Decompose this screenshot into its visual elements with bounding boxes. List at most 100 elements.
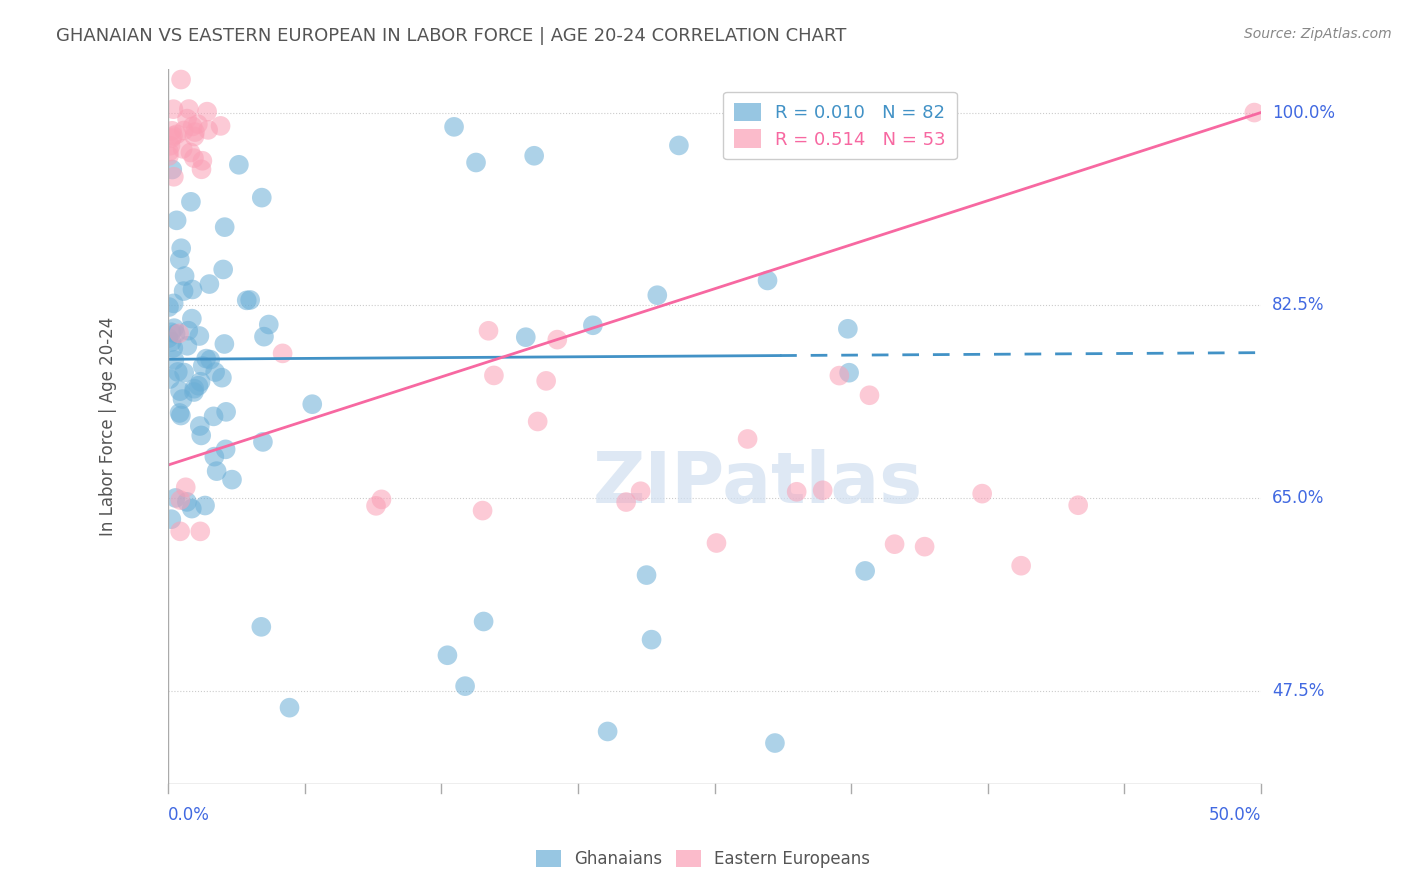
Point: [173, 268, 195, 283]
Point: [364, 499, 387, 513]
Point: [252, 434, 274, 449]
Point: [160, 131, 183, 145]
Point: [176, 339, 198, 353]
Text: 50.0%: 50.0%: [1209, 806, 1261, 824]
Point: [443, 120, 465, 134]
Point: [191, 359, 214, 373]
Point: [157, 145, 180, 159]
Point: [202, 450, 225, 464]
Point: [167, 326, 190, 341]
Point: [972, 486, 994, 500]
Point: [195, 351, 218, 366]
Point: [191, 153, 214, 168]
Point: [200, 352, 222, 367]
Point: [187, 117, 209, 131]
Point: [188, 524, 211, 539]
Point: [250, 620, 273, 634]
Point: [370, 492, 392, 507]
Point: [163, 296, 186, 310]
Text: 0.0%: 0.0%: [169, 806, 209, 824]
Point: [162, 102, 184, 116]
Point: [169, 384, 191, 399]
Point: [183, 151, 205, 165]
Point: [180, 501, 202, 516]
Point: [172, 392, 194, 406]
Point: [582, 318, 605, 333]
Point: [596, 724, 619, 739]
Point: [159, 372, 181, 386]
Point: [636, 568, 658, 582]
Point: [253, 329, 276, 343]
Point: [179, 145, 201, 160]
Point: [157, 300, 180, 314]
Point: [177, 324, 200, 338]
Point: [180, 194, 202, 209]
Point: [177, 102, 200, 116]
Point: [212, 262, 235, 277]
Point: [914, 540, 936, 554]
Point: [1067, 498, 1090, 512]
Point: [737, 432, 759, 446]
Point: [188, 329, 211, 343]
Point: [706, 536, 728, 550]
Point: [169, 524, 191, 539]
Point: [160, 334, 183, 349]
Point: [756, 273, 779, 287]
Point: [180, 311, 202, 326]
Point: [181, 120, 204, 134]
Point: [301, 397, 323, 411]
Text: Source: ZipAtlas.com: Source: ZipAtlas.com: [1244, 27, 1392, 41]
Point: [170, 409, 193, 423]
Text: 100.0%: 100.0%: [1272, 103, 1334, 121]
Point: [173, 284, 195, 298]
Point: [668, 138, 690, 153]
Point: [197, 123, 219, 137]
Point: [174, 480, 197, 494]
Point: [162, 162, 184, 177]
Text: 82.5%: 82.5%: [1272, 296, 1324, 314]
Point: [278, 700, 301, 714]
Point: [183, 129, 205, 144]
Point: [853, 564, 876, 578]
Text: ZIPatlas: ZIPatlas: [593, 450, 924, 518]
Point: [181, 283, 204, 297]
Point: [250, 191, 273, 205]
Point: [162, 128, 184, 143]
Point: [169, 406, 191, 420]
Point: [858, 388, 880, 402]
Point: [170, 241, 193, 255]
Point: [1010, 558, 1032, 573]
Text: In Labor Force | Age 20-24: In Labor Force | Age 20-24: [100, 317, 117, 536]
Point: [630, 484, 652, 499]
Point: [173, 123, 195, 137]
Point: [436, 648, 458, 663]
Point: [546, 333, 568, 347]
Point: [194, 499, 217, 513]
Point: [184, 125, 207, 139]
Point: [198, 277, 221, 291]
Point: [163, 169, 186, 184]
Point: [257, 318, 280, 332]
Point: [163, 321, 186, 335]
Point: [165, 326, 187, 341]
Point: [160, 325, 183, 339]
Point: [169, 493, 191, 508]
Point: [534, 374, 557, 388]
Point: [211, 370, 233, 384]
Point: [159, 138, 181, 153]
Point: [214, 337, 236, 351]
Point: [166, 213, 188, 227]
Point: [176, 112, 198, 126]
Point: [157, 149, 180, 163]
Text: 65.0%: 65.0%: [1272, 489, 1324, 507]
Point: [786, 484, 808, 499]
Point: [202, 409, 225, 424]
Point: [828, 368, 851, 383]
Point: [454, 679, 477, 693]
Point: [204, 365, 226, 379]
Point: [195, 104, 218, 119]
Point: [209, 119, 232, 133]
Text: GHANAIAN VS EASTERN EUROPEAN IN LABOR FORCE | AGE 20-24 CORRELATION CHART: GHANAIAN VS EASTERN EUROPEAN IN LABOR FO…: [56, 27, 846, 45]
Point: [471, 503, 494, 517]
Point: [187, 378, 209, 392]
